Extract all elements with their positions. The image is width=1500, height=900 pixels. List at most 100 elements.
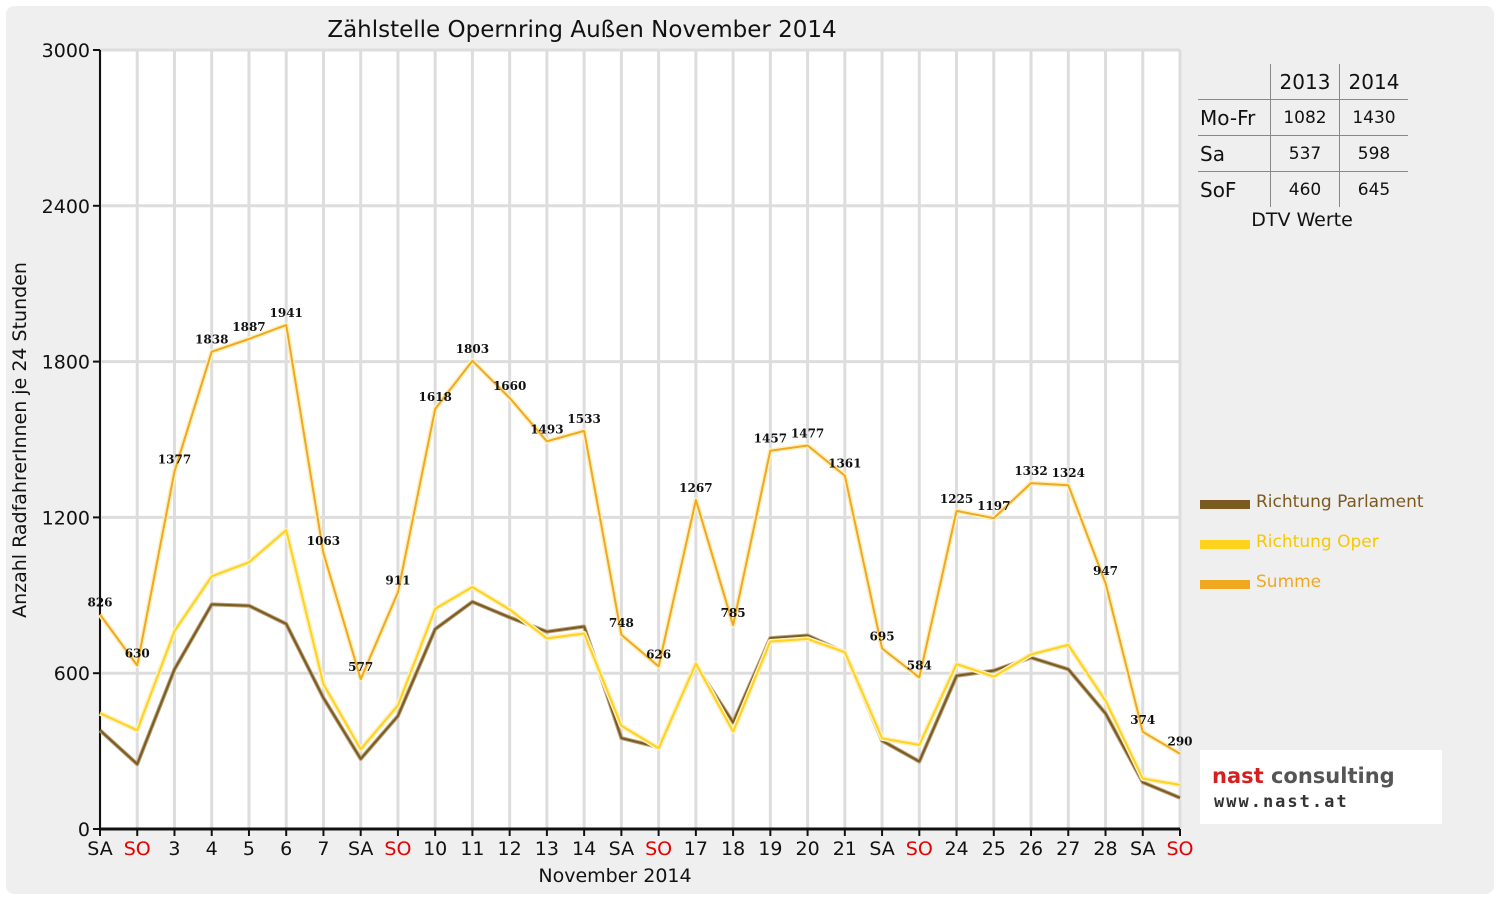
data-label: 584: [907, 658, 932, 672]
legend-swatch: [1200, 500, 1250, 509]
series-line-summe: [99, 324, 1181, 755]
logo-name-part1: nast: [1212, 764, 1264, 788]
data-label: 695: [870, 630, 895, 644]
x-tick-label: 11: [460, 838, 484, 860]
x-tick-label: SO: [384, 838, 411, 860]
row-label-mofr: Mo-Fr: [1198, 99, 1271, 136]
company-logo: nast consulting www.nast.at: [1200, 750, 1442, 824]
x-tick-label: SO: [645, 838, 672, 860]
table-row: Mo-Fr 1082 1430: [1198, 99, 1408, 136]
data-label: 826: [87, 596, 112, 610]
data-label: 911: [385, 573, 410, 587]
row-label-sof: SoF: [1198, 171, 1271, 207]
table-row: SoF 460 645: [1198, 171, 1408, 207]
data-label: 748: [609, 616, 634, 630]
data-label: 374: [1130, 713, 1155, 727]
grid-lines: [98, 48, 1182, 831]
legend-swatch: [1200, 540, 1250, 549]
table-caption: DTV Werte: [1251, 209, 1353, 231]
data-label: 1838: [195, 333, 228, 347]
cell-value: 598: [1339, 135, 1408, 172]
data-label: 1660: [493, 379, 526, 393]
x-tick-label: 10: [423, 838, 447, 860]
series-lines: [97, 322, 1182, 800]
x-tick-label: 6: [280, 838, 292, 860]
data-label: 1618: [418, 390, 451, 404]
legend-label: Richtung Oper: [1256, 532, 1379, 552]
y-tick-label: 1200: [42, 507, 90, 529]
axes: 0 600 1200 1800 2400 3000 SA SO 3 4 5 6 7 SA SO 10 11 12 1…: [42, 40, 1194, 860]
cell-value: 460: [1270, 171, 1340, 207]
x-tick-label: 3: [168, 838, 180, 860]
data-label: 1457: [754, 432, 787, 446]
data-labels: 826 630 1377 1838 1887 1941 1063 577 911 1618 1803…: [87, 306, 1192, 749]
x-tick-label: SO: [1166, 838, 1193, 860]
cell-value: 645: [1339, 171, 1408, 207]
data-label: 1941: [270, 306, 303, 320]
data-label: 1225: [940, 492, 973, 506]
table-header-2014: 2014: [1339, 64, 1408, 100]
data-label: 1332: [1014, 464, 1047, 478]
data-label: 1887: [232, 320, 265, 334]
x-tick-label: 17: [684, 838, 708, 860]
x-tick-label: SA: [869, 838, 894, 860]
x-tick-label: 4: [206, 838, 218, 860]
x-tick-label: 28: [1093, 838, 1117, 860]
x-tick-label: SO: [906, 838, 933, 860]
row-label-sa: Sa: [1198, 135, 1271, 172]
x-tick-label: 14: [572, 838, 596, 860]
x-tick-label: 21: [833, 838, 857, 860]
x-tick-label: 5: [243, 838, 255, 860]
x-tick-label: 26: [1019, 838, 1043, 860]
x-tick-label: 18: [721, 838, 745, 860]
x-tick-label: 7: [317, 838, 329, 860]
x-tick-label: 24: [944, 838, 968, 860]
y-tick-label: 600: [54, 663, 90, 685]
legend-swatch: [1200, 580, 1250, 589]
x-axis-title: November 2014: [538, 865, 691, 887]
x-tick-label: SA: [609, 838, 634, 860]
data-label: 1324: [1052, 466, 1085, 480]
data-label: 290: [1167, 735, 1192, 749]
data-label: 1361: [828, 457, 861, 471]
plot-area: [100, 50, 1180, 829]
x-tick-label: 12: [498, 838, 522, 860]
data-label: 1477: [791, 426, 824, 440]
x-tick-label: SO: [124, 838, 151, 860]
data-label: 1493: [530, 422, 563, 436]
data-label: 947: [1093, 564, 1118, 578]
x-tick-label: 25: [982, 838, 1006, 860]
data-label: 1267: [679, 481, 712, 495]
table-corner: [1198, 64, 1271, 100]
x-tick-label: SA: [87, 838, 112, 860]
data-label: 577: [348, 660, 373, 674]
legend-label: Richtung Parlament: [1256, 492, 1424, 512]
data-label: 1803: [456, 342, 489, 356]
data-label: 1197: [977, 499, 1010, 513]
y-tick-label: 3000: [42, 40, 90, 62]
data-label: 1377: [158, 452, 191, 466]
data-label: 630: [125, 646, 150, 660]
y-tick-label: 0: [78, 819, 90, 841]
series-line-oper: [99, 529, 1181, 786]
x-tick-label: 20: [795, 838, 819, 860]
table-row: Sa 537 598: [1198, 135, 1408, 172]
cell-value: 537: [1270, 135, 1340, 172]
series-line-parlament: [99, 600, 1181, 799]
data-label: 626: [646, 647, 671, 661]
logo-name-part2: consulting: [1270, 764, 1395, 788]
data-label: 1063: [307, 534, 340, 548]
cell-value: 1430: [1339, 99, 1408, 136]
y-axis-title: Anzahl RadfahrerInnen je 24 Stunden: [9, 262, 31, 618]
x-tick-label: 13: [535, 838, 559, 860]
table-header-2013: 2013: [1270, 64, 1340, 100]
data-label: 785: [721, 606, 746, 620]
logo-name: nast consulting: [1212, 764, 1395, 788]
x-tick-label: 19: [758, 838, 782, 860]
cell-value: 1082: [1270, 99, 1340, 136]
y-tick-label: 1800: [42, 352, 90, 374]
chart-title: Zählstelle Opernring Außen November 2014: [327, 17, 836, 43]
x-tick-label: 27: [1056, 838, 1080, 860]
legend-label: Summe: [1256, 572, 1322, 592]
